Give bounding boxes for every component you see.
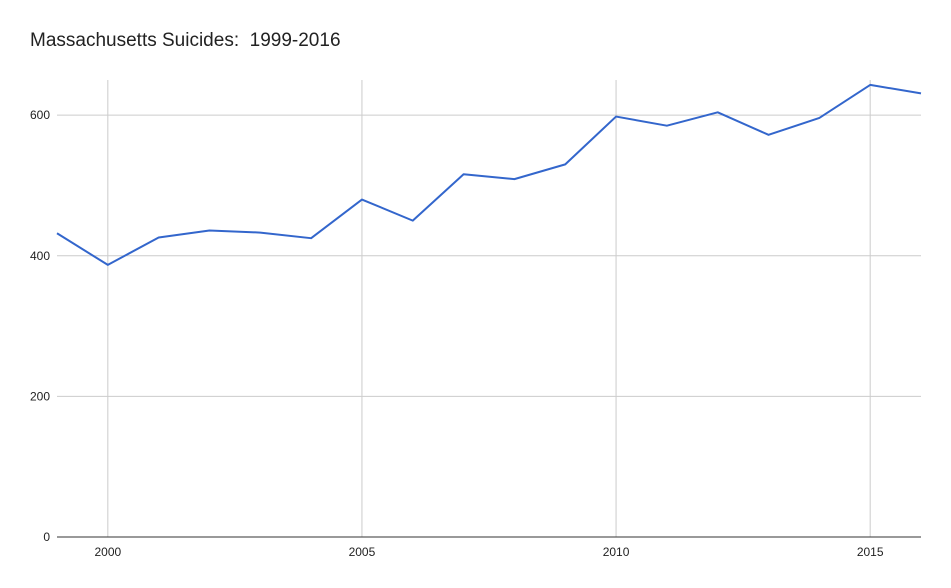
x-tick-label: 2015 bbox=[857, 545, 884, 559]
x-tick-label: 2005 bbox=[349, 545, 376, 559]
y-tick-label: 400 bbox=[30, 249, 50, 263]
y-tick-label: 0 bbox=[43, 530, 50, 544]
y-tick-label: 200 bbox=[30, 389, 50, 403]
x-tick-label: 2000 bbox=[94, 545, 121, 559]
series-line bbox=[56, 83, 922, 266]
x-tick-label: 2010 bbox=[603, 545, 630, 559]
tick-label-layer: 0 200 400 600 2000 2005 2010 2015 bbox=[30, 108, 884, 559]
grid-layer bbox=[57, 80, 921, 537]
y-tick-label: 600 bbox=[30, 108, 50, 122]
series-layer bbox=[56, 83, 922, 266]
chart-title: Massachusetts Suicides: 1999-2016 bbox=[30, 30, 341, 51]
